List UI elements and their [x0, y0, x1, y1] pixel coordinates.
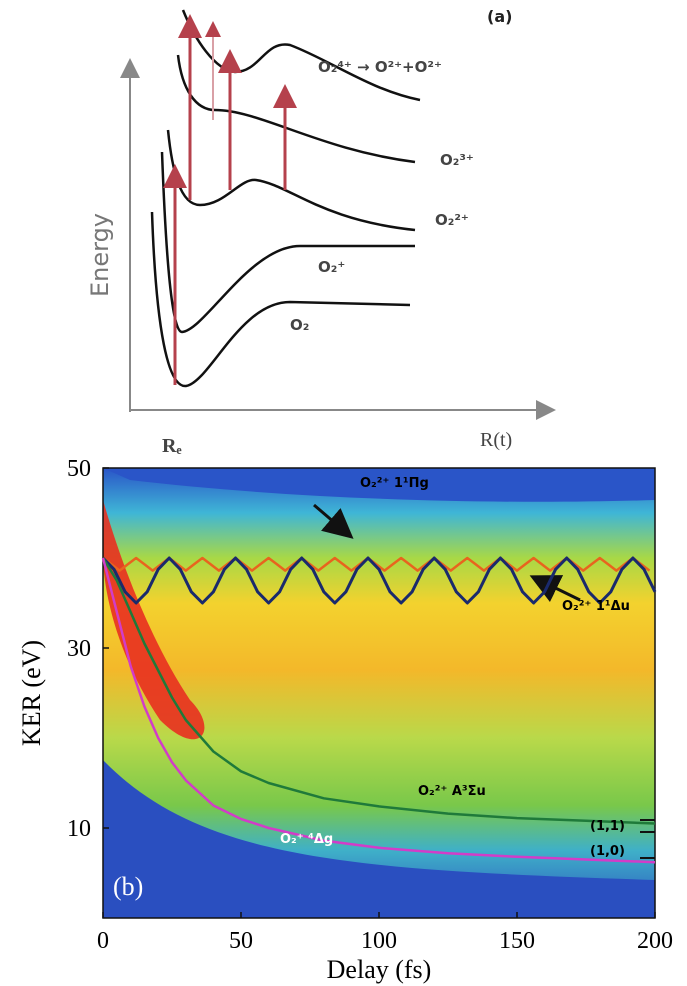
x-tick-label: 100 — [361, 928, 397, 954]
y-axis-label: Energy — [86, 213, 114, 297]
annotation: (1,1) — [590, 819, 625, 834]
x-axis-label: Delay (fs) — [327, 955, 432, 984]
state-label: O₂³⁺ — [440, 151, 474, 169]
x-tick-label: 0 — [97, 928, 109, 954]
panel-a — [120, 9, 556, 420]
annotation: O₂²⁺ 1¹Πg — [360, 476, 429, 491]
transition-arrows — [163, 14, 297, 385]
o23p-curve — [176, 54, 416, 164]
state-label: O₂²⁺ — [435, 211, 469, 229]
o24p-curve — [181, 9, 421, 102]
series-line — [101, 557, 656, 864]
series-line — [101, 556, 657, 605]
y-axis-label: KER (eV) — [17, 640, 46, 746]
annotation: O₂²⁺ A³Σu — [418, 784, 486, 799]
y-tick-label: 10 — [67, 816, 91, 842]
state-label: O₂⁺ — [318, 258, 345, 276]
o2-curve — [150, 211, 411, 388]
y-tick-label: 30 — [67, 636, 91, 662]
annotation: (1,0) — [590, 844, 625, 859]
annotation: O₂⁺ ⁴Δg — [280, 832, 333, 847]
x-tick-label: 150 — [499, 928, 535, 954]
panel-label: (a) — [487, 7, 512, 26]
annotation: O₂²⁺ 1¹Δu — [562, 599, 630, 614]
x-tick-label: 50 — [229, 928, 253, 954]
state-label: O₂⁴⁺ → O²⁺+O²⁺ — [318, 58, 442, 76]
o2p-curve — [160, 151, 415, 334]
panel-label: (b) — [113, 872, 143, 901]
x-axis-label: R(t) — [480, 429, 512, 451]
re-label: Rₑ — [162, 435, 182, 457]
series-line — [101, 557, 656, 825]
x-tick-label: 200 — [637, 928, 673, 954]
o22p-curve — [166, 129, 416, 232]
y-tick-label: 50 — [67, 456, 91, 482]
plot — [101, 467, 657, 918]
state-label: O₂ — [290, 316, 309, 334]
heatmap — [102, 467, 656, 919]
